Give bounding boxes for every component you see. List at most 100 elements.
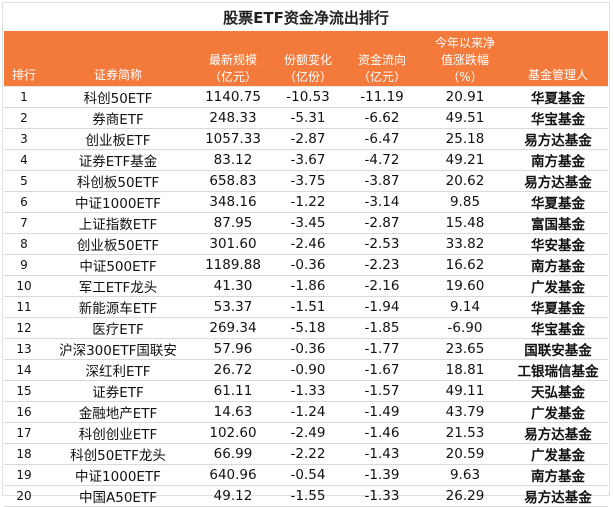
cell-rank: 11 [4, 296, 44, 318]
header-rank-label: 排行 [11, 67, 36, 82]
cell-rank: 5 [4, 170, 44, 192]
cell-size: 83.12 [192, 149, 274, 171]
cell-ytd-return: 15.48 [422, 212, 508, 234]
cell-name: 军工ETF龙头 [44, 275, 192, 297]
cell-size: 14.63 [192, 401, 274, 423]
header-size: 最新规模 （亿元） [192, 31, 274, 87]
cell-name: 沪深300ETF国联安 [44, 338, 192, 360]
cell-ytd-return: 20.62 [422, 170, 508, 192]
cell-ytd-return: 49.21 [422, 149, 508, 171]
cell-share-change: -2.87 [274, 128, 342, 150]
header-name: 证券简称 [44, 31, 192, 87]
cell-ytd-return: 20.59 [422, 443, 508, 465]
cell-share-change: -2.22 [274, 443, 342, 465]
cell-name: 上证指数ETF [44, 212, 192, 234]
cell-size: 49.12 [192, 485, 274, 507]
cell-size: 1057.33 [192, 128, 274, 150]
cell-share-change: -3.45 [274, 212, 342, 234]
cell-ytd-return: 33.82 [422, 233, 508, 255]
cell-size: 640.96 [192, 464, 274, 486]
cell-ytd-return: 18.81 [422, 359, 508, 381]
cell-manager: 南方基金 [508, 149, 608, 171]
cell-name: 科创50ETF [44, 86, 192, 108]
cell-size: 248.33 [192, 107, 274, 129]
cell-manager: 易方达基金 [508, 128, 608, 150]
cell-size: 53.37 [192, 296, 274, 318]
header-ytd: 今年以来净 值涨跌幅 （%） [422, 31, 508, 87]
cell-fund-flow: -1.43 [342, 443, 422, 465]
cell-manager: 南方基金 [508, 254, 608, 276]
cell-name: 金融地产ETF [44, 401, 192, 423]
table-row: 19 中证1000ETF 640.96 -0.54 -1.39 9.63 南方基金 [4, 464, 608, 486]
cell-rank: 1 [4, 86, 44, 108]
cell-fund-flow: -1.33 [342, 485, 422, 507]
cell-name: 科创板50ETF [44, 170, 192, 192]
cell-rank: 14 [4, 359, 44, 381]
cell-manager: 华宝基金 [508, 107, 608, 129]
cell-name: 科创50ETF龙头 [44, 443, 192, 465]
table-row: 1 科创50ETF 1140.75 -10.53 -11.19 20.91 华夏基金 [4, 86, 608, 108]
cell-share-change: -0.90 [274, 359, 342, 381]
cell-rank: 4 [4, 149, 44, 171]
cell-share-change: -0.36 [274, 338, 342, 360]
cell-fund-flow: -1.85 [342, 317, 422, 339]
cell-manager: 华宝基金 [508, 317, 608, 339]
cell-manager: 工银瑞信基金 [508, 359, 608, 381]
cell-size: 1140.75 [192, 86, 274, 108]
cell-ytd-return: 9.14 [422, 296, 508, 318]
cell-fund-flow: -4.72 [342, 149, 422, 171]
cell-rank: 13 [4, 338, 44, 360]
cell-name: 医疗ETF [44, 317, 192, 339]
cell-manager: 南方基金 [508, 464, 608, 486]
header-flow-line2: （亿元） [357, 69, 406, 84]
cell-manager: 国联安基金 [508, 338, 608, 360]
cell-manager: 广发基金 [508, 443, 608, 465]
header-ytd-line1: 今年以来净 [434, 35, 495, 50]
header-share-line1: 份额变化 [283, 52, 332, 67]
header-ytd-line3: （%） [447, 69, 483, 84]
cell-share-change: -1.86 [274, 275, 342, 297]
cell-share-change: -0.54 [274, 464, 342, 486]
table-row: 11 新能源车ETF 53.37 -1.51 -1.94 9.14 华夏基金 [4, 296, 608, 318]
cell-name: 中国A50ETF [44, 485, 192, 507]
cell-manager: 华安基金 [508, 233, 608, 255]
cell-size: 57.96 [192, 338, 274, 360]
cell-fund-flow: -2.53 [342, 233, 422, 255]
cell-name: 中证1000ETF [44, 191, 192, 213]
cell-fund-flow: -1.49 [342, 401, 422, 423]
table-row: 9 中证500ETF 1189.88 -0.36 -2.23 16.62 南方基金 [4, 254, 608, 276]
header-size-line1: 最新规模 [208, 52, 257, 67]
table-row: 14 深红利ETF 26.72 -0.90 -1.67 18.81 工银瑞信基金 [4, 359, 608, 381]
cell-size: 102.60 [192, 422, 274, 444]
etf-outflow-table: 排行 证券简称 最新规模 （亿元） 份额变化 （亿份） 资金流向 （亿元） 今年… [4, 31, 608, 507]
header-flow: 资金流向 （亿元） [342, 31, 422, 87]
cell-rank: 9 [4, 254, 44, 276]
cell-manager: 华夏基金 [508, 86, 608, 108]
table-row: 13 沪深300ETF国联安 57.96 -0.36 -1.77 23.65 国联安基金 [4, 338, 608, 360]
cell-ytd-return: 25.18 [422, 128, 508, 150]
cell-ytd-return: 9.63 [422, 464, 508, 486]
cell-name: 深红利ETF [44, 359, 192, 381]
cell-manager: 易方达基金 [508, 170, 608, 192]
header-size-line2: （亿元） [208, 69, 257, 84]
cell-fund-flow: -1.67 [342, 359, 422, 381]
cell-rank: 7 [4, 212, 44, 234]
table-row: 3 创业板ETF 1057.33 -2.87 -6.47 25.18 易方达基金 [4, 128, 608, 150]
cell-fund-flow: -2.23 [342, 254, 422, 276]
table-row: 2 券商ETF 248.33 -5.31 -6.62 49.51 华宝基金 [4, 107, 608, 129]
cell-fund-flow: -6.62 [342, 107, 422, 129]
cell-name: 中证500ETF [44, 254, 192, 276]
cell-ytd-return: 9.85 [422, 191, 508, 213]
cell-rank: 3 [4, 128, 44, 150]
header-name-label: 证券简称 [93, 67, 142, 82]
header-share: 份额变化 （亿份） [274, 31, 342, 87]
cell-name: 科创创业ETF [44, 422, 192, 444]
cell-fund-flow: -1.39 [342, 464, 422, 486]
cell-name: 新能源车ETF [44, 296, 192, 318]
cell-fund-flow: -11.19 [342, 86, 422, 108]
cell-size: 87.95 [192, 212, 274, 234]
table-row: 8 创业板50ETF 301.60 -2.46 -2.53 33.82 华安基金 [4, 233, 608, 255]
table-row: 18 科创50ETF龙头 66.99 -2.22 -1.43 20.59 广发基金 [4, 443, 608, 465]
cell-ytd-return: 20.91 [422, 86, 508, 108]
cell-share-change: -2.49 [274, 422, 342, 444]
